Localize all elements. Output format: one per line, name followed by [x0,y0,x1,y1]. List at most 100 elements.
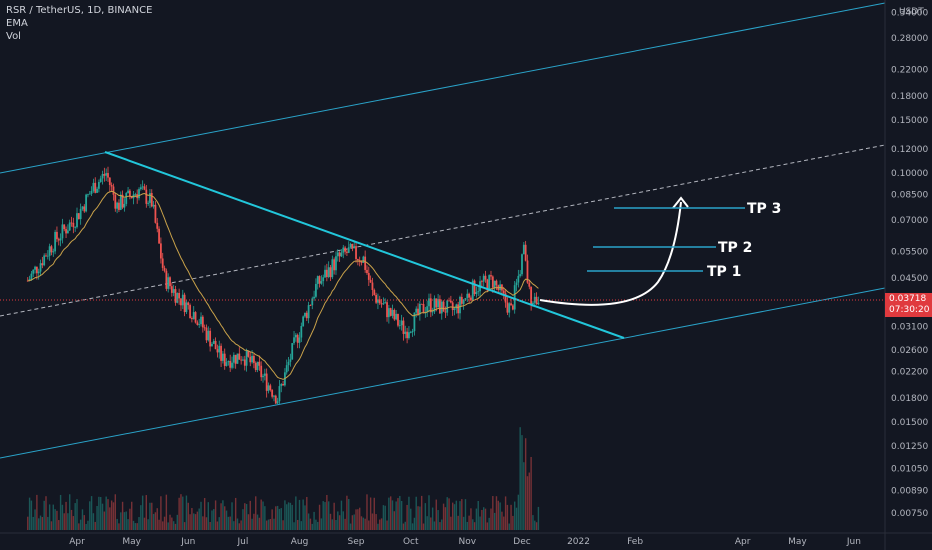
candle-body [63,224,66,230]
volume-bar [182,496,184,530]
candle-body [138,189,140,199]
candle-body [130,196,133,199]
volume-bar [160,496,162,530]
volume-bar [39,515,42,530]
tp2-label: TP 2 [718,240,752,256]
volume-bar [451,502,454,530]
candle-body [331,259,334,278]
volume-bar [373,497,375,530]
candle-body [196,322,199,325]
candle-body [315,283,317,297]
volume-bar [355,509,357,530]
volume-bar [322,501,324,530]
volume-bar [123,512,126,530]
volume-bar [156,508,158,530]
candle-body [225,362,228,366]
volume-bar [315,519,317,530]
price-axis[interactable]: 0.34000 0.28000 0.22000 0.18000 0.15000 0.120… [891,7,928,519]
volume-bar [295,496,297,530]
candle-body [143,186,146,190]
volume-bar [324,502,326,530]
candle-body [174,289,177,303]
candle-body [400,320,403,326]
candle-body [428,298,430,307]
volume-bar [229,516,231,530]
volume-bar [428,495,430,530]
volume-bar [234,497,237,530]
candle-body [50,246,53,253]
volume-bar [187,502,189,530]
volume-bar [400,500,403,530]
candle-body [256,361,259,371]
candle-body [470,297,472,301]
price-axis-currency: USDT [899,7,924,17]
candle-body [99,178,102,183]
candle-body [198,324,201,325]
volume-bar [94,521,96,530]
volume-bar [501,511,503,530]
price-tick-label: 0.05500 [891,247,928,257]
symbol-title[interactable]: RSR / TetherUS, 1D, BINANCE [6,5,153,16]
candle-body [236,353,239,364]
volume-bar [360,516,363,530]
volume-bar [63,513,65,530]
time-tick-label: Jun [180,537,195,547]
volume-bar [256,514,259,530]
volume-bar [83,515,85,530]
candle-body [532,302,534,305]
candle-body [395,313,398,320]
candle-body [349,243,352,248]
volume-bar [473,522,476,530]
volume-bar [495,496,498,530]
volume-bar [435,499,437,530]
candle-body [245,350,248,366]
volume-bar [271,509,273,530]
candle-body [139,187,142,190]
volume-bar [185,495,188,530]
candle-body [448,300,450,302]
candle-body [446,300,449,313]
ema-indicator-label[interactable]: EMA [6,18,28,29]
candle-body [442,301,445,312]
volume-bar [251,518,253,530]
volume-bar [218,517,220,530]
candle-body [101,174,104,179]
candle-body [163,267,166,271]
volume-bar [247,514,250,530]
volume-bar [503,516,505,530]
volume-bar [519,427,521,530]
candle-body [258,361,261,366]
volume-indicator-label[interactable]: Vol [6,31,21,42]
volume-bar [304,505,306,530]
candle-body [327,267,330,278]
volume-bar [537,506,540,530]
volume-bar [302,499,304,530]
volume-bar [483,507,485,530]
candle-body [313,296,315,299]
volume-bar [499,502,501,530]
volume-bar [264,506,266,530]
candle-body [232,354,235,363]
price-tick-label: 0.01250 [891,442,928,452]
last-price-badge: 0.03718 07:30:20 [885,293,932,317]
candle-body [253,355,255,363]
volume-bar [125,511,127,530]
volume-bar [41,517,44,530]
volume-bar [404,521,406,530]
candle-body [88,193,91,195]
volume-bar [194,514,197,530]
candle-body [433,298,436,312]
volume-bar [368,520,370,530]
candle-body [127,190,129,194]
volume-bar [265,520,268,530]
candle-body [201,316,204,328]
time-axis[interactable]: Apr May Jun Jul Aug Sep Oct Nov Dec 2022 Feb Apr May… [69,537,861,547]
volume-bar [220,503,222,530]
candle-body [468,293,471,298]
candle-body [535,296,538,305]
candle-body [318,276,321,284]
candle-body [150,192,153,207]
candle-body [353,246,356,249]
volume-bar [306,496,308,530]
